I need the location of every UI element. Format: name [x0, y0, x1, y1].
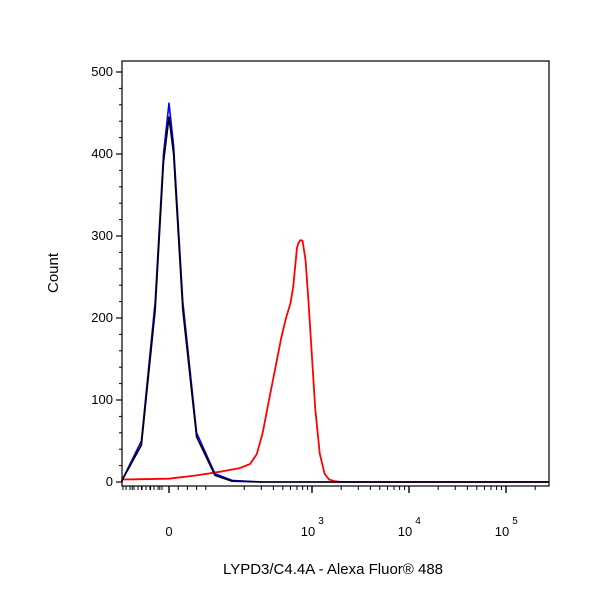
series-line-3 [121, 116, 549, 483]
y-tick-label: 100 [91, 392, 113, 407]
y-tick-label: 200 [91, 310, 113, 325]
y-tick-label: 0 [106, 474, 113, 489]
y-tick-label: 300 [91, 228, 113, 243]
plot-frame [121, 60, 550, 487]
y-tick-label: 500 [91, 64, 113, 79]
series-line-1 [121, 239, 549, 483]
x-tick-label: 0 [165, 524, 172, 539]
x-axis-title: LYPD3/C4.4A - Alexa Fluor® 488 [223, 561, 443, 578]
x-tick-label: 10 [495, 524, 509, 539]
x-tick-label: 10 [301, 524, 315, 539]
y-tick-label: 400 [91, 146, 113, 161]
y-axis-ticks: 0 100 200 300 400 500 [91, 64, 122, 489]
x-tick-exponent: 5 [512, 516, 518, 527]
series-layer [121, 102, 549, 483]
x-tick-exponent: 4 [415, 516, 421, 527]
x-tick-label: 10 [398, 524, 412, 539]
x-tick-exponent: 3 [318, 516, 324, 527]
y-axis-title: Count [45, 252, 62, 293]
series-line-2 [121, 102, 549, 483]
